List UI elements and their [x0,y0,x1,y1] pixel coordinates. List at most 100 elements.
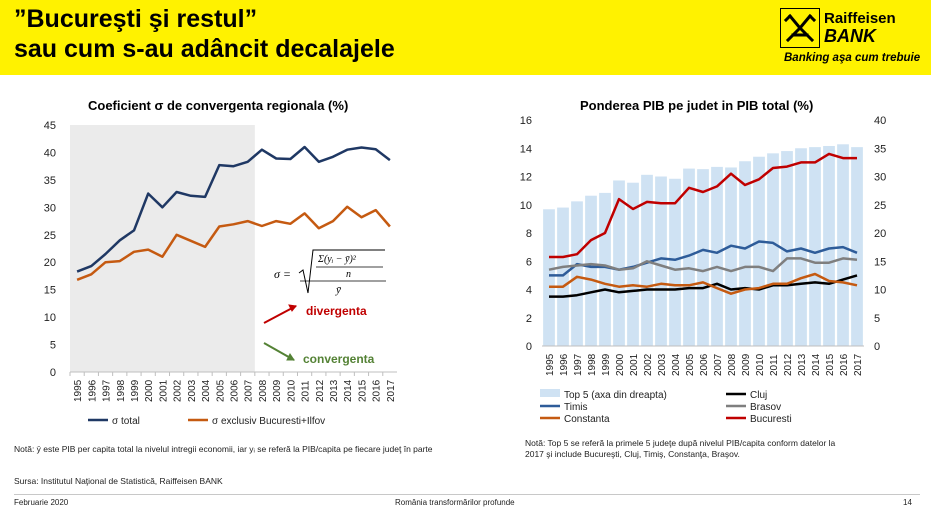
bar-top5 [739,161,751,346]
bar-top5 [557,207,569,346]
x-tick-label: 2001 [629,353,640,376]
x-tick-label: 1999 [130,379,141,402]
legend-label: σ total [112,416,140,427]
header-banner: ”Bucureşti şi restul” sau cum s-au adânc… [0,0,931,75]
series-line-cluj [549,274,858,298]
x-tick-label: 2000 [615,353,626,376]
x-tick-label: 2011 [769,354,780,376]
legend-label: Constanta [564,414,610,425]
source-note: Sursa: Institutul Naţional de Statistică… [14,476,223,486]
y-tick-label: 0 [526,341,532,353]
x-tick-label: 2006 [230,379,241,402]
bar-top5 [823,145,835,346]
y2-tick-label: 35 [874,143,886,155]
x-tick-label: 1998 [587,353,598,376]
left-note: Notă: ȳ este PIB per capita total la niv… [14,444,433,454]
bar-top5 [781,151,793,346]
bar-top5 [697,169,709,346]
bar-top5 [837,144,849,346]
y2-tick-label: 5 [874,313,880,325]
raiffeisen-logo: Raiffeisen BANK Banking aşa cum trebuie [780,8,928,70]
x-tick-label: 2007 [713,353,724,376]
bar-top5 [613,180,625,346]
x-tick-label: 2015 [825,353,836,376]
bar-top5 [683,168,695,346]
x-tick-label: 1999 [601,353,612,376]
y-tick-label: 10 [520,200,532,212]
footer-date: Februarie 2020 [14,498,69,507]
convergence-arrowhead [286,353,295,361]
divergence-arrowhead [288,304,297,312]
divergence-label: divergenta [306,304,367,318]
x-tick-label: 2006 [699,353,710,376]
series-line-bucuresti [549,152,857,259]
y2-tick-label: 25 [874,200,886,212]
y-tick-label: 14 [520,143,532,155]
y-tick-label: 40 [44,147,56,159]
x-tick-label: 2000 [144,379,155,402]
series-line-sigma-excl-bucuresti [76,205,391,281]
y2-tick-label: 30 [874,172,886,184]
x-tick-label: 1995 [545,353,556,376]
y-tick-label: 30 [44,202,56,214]
x-tick-label: 2007 [244,379,255,402]
bar-top5 [809,147,821,346]
formula-box [270,247,390,297]
x-tick-label: 2008 [727,353,738,376]
x-tick-label: 1996 [87,379,98,402]
series-line-timis [549,240,858,277]
bar-top5 [627,182,639,346]
y-tick-label: 5 [50,340,56,352]
page-title: ”Bucureşti şi restul” sau cum s-au adânc… [14,4,395,64]
x-tick-label: 2017 [853,353,864,376]
y-tick-label: 15 [44,285,56,297]
y2-tick-label: 15 [874,256,886,268]
x-tick-label: 2012 [315,379,326,402]
x-tick-label: 2002 [643,353,654,376]
left-chart-title: Coeficient σ de convergenta regionala (%… [88,98,349,113]
title-line-1: ”Bucureşti şi restul” [14,5,258,33]
y-tick-label: 0 [50,367,56,379]
logo-tagline: Banking aşa cum trebuie [784,52,921,64]
x-tick-label: 2003 [657,353,668,376]
x-tick-label: 2012 [783,353,794,376]
y-tick-label: 6 [526,256,532,268]
x-tick-label: 2010 [286,379,297,402]
x-tick-label: 2003 [187,379,198,402]
y-tick-label: 4 [526,285,532,297]
x-tick-label: 2013 [329,379,340,402]
bar-top5 [851,147,863,346]
legend-label: Top 5 (axa din dreapta) [564,390,667,401]
raiffeisen-cross-icon [780,8,820,48]
footer-divider [14,494,920,495]
bar-top5 [795,148,807,346]
x-tick-label: 2008 [258,379,269,402]
x-tick-label: 2013 [797,353,808,376]
x-tick-label: 2004 [201,379,212,402]
bar-top5 [767,153,779,346]
x-tick-label: 2010 [755,353,766,376]
title-line-2: sau cum s-au adâncit decalajele [14,35,395,63]
bar-top5 [585,195,597,346]
logo-name-line-1: Raiffeisen [824,10,896,27]
x-tick-label: 2009 [272,379,283,402]
formula-sigma: σ = [274,267,291,281]
x-tick-label: 2017 [386,379,397,402]
convergence-label: convergenta [303,352,375,366]
logo-name-line-2: BANK [824,26,876,46]
bar-top5 [753,156,765,346]
x-tick-label: 1995 [73,379,84,402]
legend-label: Cluj [750,390,767,401]
y-tick-label: 45 [44,120,56,132]
y-tick-label: 35 [44,175,56,187]
bar-top5 [599,192,611,346]
formula-numerator: Σ(yᵢ − ȳ)² [317,254,357,265]
bar-top5 [543,209,555,346]
legend-label: Brasov [750,402,781,413]
legend-swatch [540,389,560,397]
y-tick-label: 16 [520,115,532,127]
series-line-constanta [549,272,858,295]
x-tick-label: 2004 [671,353,682,376]
y-tick-label: 25 [44,230,56,242]
